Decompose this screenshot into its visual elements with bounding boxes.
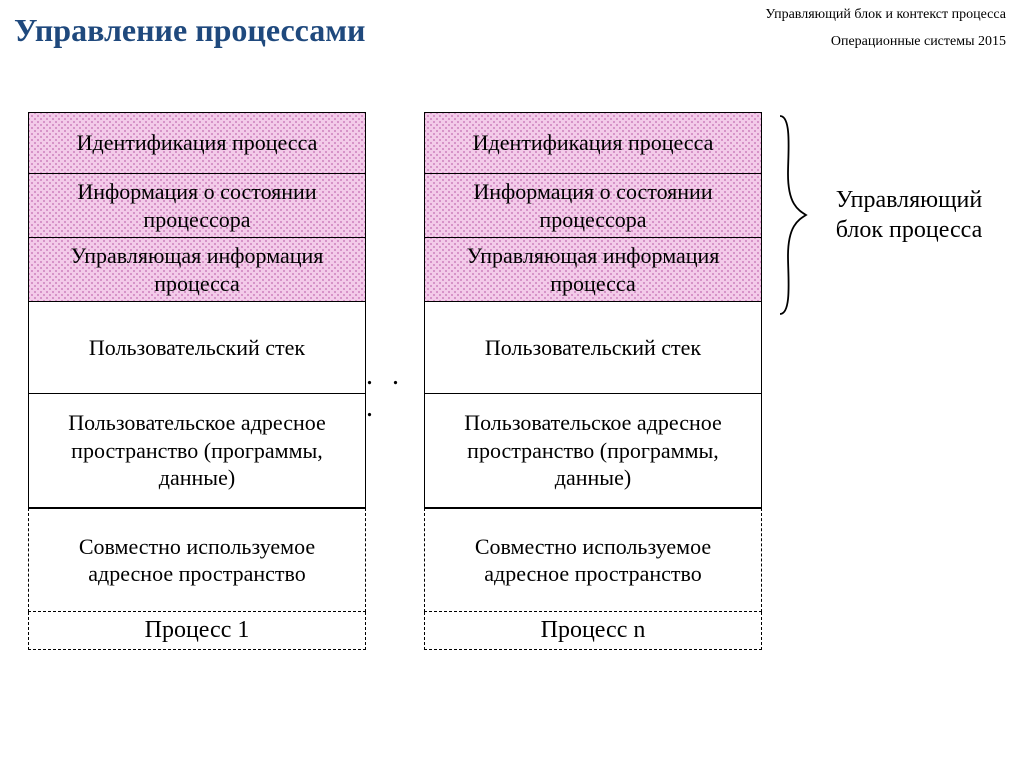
process-label-1: Процесс 1 [28,612,366,650]
process-stack-1: Идентификация процесса Информация о сост… [28,112,366,612]
cell-shared-space: Совместно используемое адресное простран… [424,508,762,612]
page-title: Управление процессами [14,12,365,49]
cell-user-stack: Пользовательский стек [424,302,762,394]
cell-shared-space: Совместно используемое адресное простран… [28,508,366,612]
process-column-1: Идентификация процесса Информация о сост… [28,112,366,650]
header-line1: Управляющий блок и контекст процесса [765,2,1006,29]
cell-pcb-state: Информация о состоянии процессора [28,174,366,238]
cell-pcb-control: Управляющая информация процесса [28,238,366,302]
cell-pcb-state: Информация о состоянии процессора [424,174,762,238]
process-label-n: Процесс n [424,612,762,650]
cell-pcb-id: Идентификация процесса [424,112,762,174]
cell-address-space: Пользовательское адресное пространство (… [28,394,366,508]
ellipsis: . . . [366,112,424,672]
cell-pcb-id: Идентификация процесса [28,112,366,174]
pcb-brace-label: Управляющий блок процесса [814,185,1004,245]
cell-user-stack: Пользовательский стек [28,302,366,394]
pcb-brace-group: Управляющий блок процесса [774,114,1004,316]
process-column-n: Идентификация процесса Информация о сост… [424,112,762,650]
cell-address-space: Пользовательское адресное пространство (… [424,394,762,508]
cell-pcb-control: Управляющая информация процесса [424,238,762,302]
process-stack-n: Идентификация процесса Информация о сост… [424,112,762,612]
header-meta: Управляющий блок и контекст процесса Опе… [765,2,1006,55]
curly-brace-icon [774,114,808,316]
header-line2: Операционные системы 2015 [765,29,1006,56]
